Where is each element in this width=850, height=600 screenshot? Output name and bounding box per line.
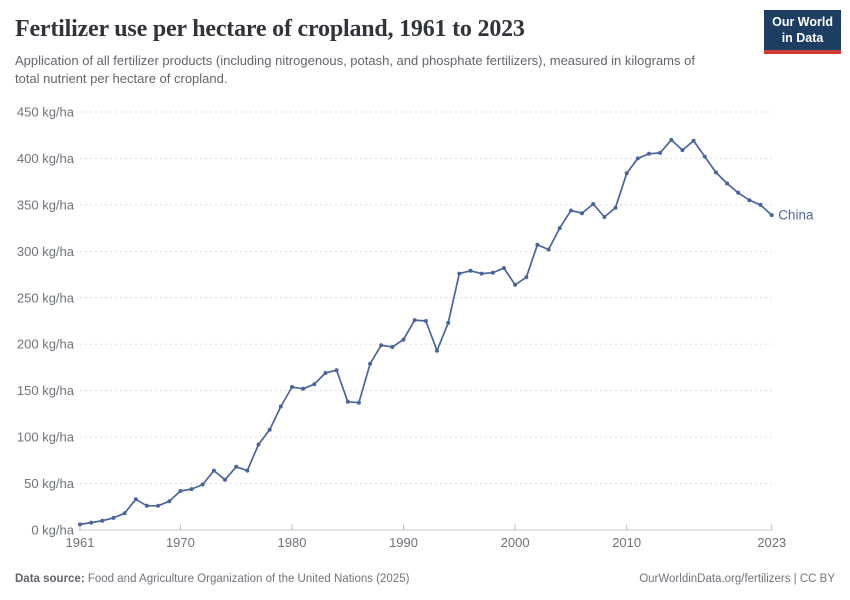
x-axis-label: 1980 — [278, 535, 307, 550]
data-point — [111, 515, 116, 520]
data-point — [290, 385, 294, 389]
data-point — [356, 400, 361, 405]
x-axis-label: 1961 — [66, 535, 95, 550]
data-point — [189, 487, 194, 492]
data-point — [613, 205, 618, 210]
data-point — [144, 503, 149, 508]
data-point — [312, 382, 317, 387]
data-point — [702, 154, 707, 159]
x-axis-label: 2023 — [757, 535, 786, 550]
y-axis-label: 400 kg/ha — [17, 151, 75, 166]
data-point — [401, 337, 406, 342]
chart-header: Fertilizer use per hectare of cropland, … — [0, 0, 850, 89]
data-point — [167, 499, 172, 504]
data-point — [323, 371, 328, 375]
data-point — [568, 208, 573, 213]
y-axis-label: 300 kg/ha — [17, 244, 75, 259]
data-point — [524, 275, 529, 280]
data-point — [535, 242, 540, 247]
page-title: Fertilizer use per hectare of cropland, … — [15, 16, 525, 42]
chart-grid-group: 0 kg/ha 50 kg/ha 100 kg/ha 150 kg/ha 200 kg/… — [17, 105, 772, 538]
chart-subtitle: Application of all fertilizer products (… — [15, 53, 695, 87]
data-point — [234, 464, 239, 469]
data-point — [256, 442, 261, 447]
data-point — [669, 137, 674, 142]
data-point — [479, 271, 484, 276]
data-point — [546, 247, 551, 252]
data-point — [156, 503, 161, 508]
data-point — [513, 282, 518, 287]
data-point — [457, 271, 462, 276]
data-point — [713, 170, 718, 175]
x-axis-label: 2000 — [501, 535, 530, 550]
data-point — [580, 211, 584, 216]
data-point — [412, 318, 417, 323]
series-label-china: China — [778, 208, 814, 223]
data-point — [680, 148, 685, 153]
data-point — [769, 213, 774, 218]
y-axis-label: 350 kg/ha — [17, 197, 75, 212]
data-point — [501, 266, 506, 271]
data-source: Data source: Food and Agriculture Organi… — [15, 573, 409, 585]
chart-series-group — [78, 137, 774, 527]
y-axis-label: 150 kg/ha — [17, 383, 75, 398]
y-axis-label: 100 kg/ha — [17, 430, 75, 445]
x-axis-label: 1990 — [389, 535, 418, 550]
data-point — [379, 343, 384, 348]
data-point — [267, 427, 272, 432]
data-point — [736, 190, 741, 195]
series-line-china — [79, 139, 773, 526]
data-point — [747, 198, 752, 203]
data-point — [245, 468, 250, 473]
chart-footer: Data source: Food and Agriculture Organi… — [15, 573, 835, 585]
data-point — [178, 489, 183, 493]
data-point — [647, 151, 651, 156]
data-point — [89, 520, 94, 525]
data-point — [122, 511, 127, 516]
y-axis-label: 450 kg/ha — [17, 105, 75, 120]
data-point — [200, 482, 205, 487]
owid-logo[interactable]: Our World in Data — [764, 10, 841, 55]
data-point — [557, 226, 562, 231]
data-point — [211, 468, 216, 473]
data-point — [468, 268, 473, 273]
owid-logo-line2: in Data — [781, 30, 824, 45]
data-point — [223, 477, 227, 482]
y-axis-label: 50 kg/ha — [24, 476, 75, 491]
data-point — [758, 202, 763, 207]
owid-logo-line1: Our World — [772, 15, 833, 29]
footer-license-link[interactable]: OurWorldinData.org/fertilizers | CC BY — [639, 573, 835, 585]
data-point — [390, 345, 395, 349]
data-point — [133, 497, 138, 502]
data-source-text: Food and Agriculture Organization of the… — [84, 573, 410, 585]
data-point — [490, 270, 495, 275]
chart-axis-group: 1961 1970 1980 1990 2000 2010 2023 — [66, 524, 786, 550]
data-point — [635, 156, 640, 161]
data-point — [725, 181, 730, 186]
data-point — [435, 348, 439, 353]
data-point — [100, 518, 105, 523]
data-point — [691, 138, 696, 143]
data-point — [278, 404, 283, 409]
data-point — [591, 202, 596, 206]
data-point — [301, 386, 306, 391]
data-point — [602, 215, 607, 219]
y-axis-label: 200 kg/ha — [17, 337, 75, 352]
data-point — [624, 171, 629, 176]
data-point — [78, 522, 82, 527]
data-source-label: Data source: — [15, 573, 85, 585]
x-axis-label: 2010 — [612, 535, 641, 550]
y-axis-label: 0 kg/ha — [31, 523, 74, 538]
data-point — [658, 150, 663, 155]
x-axis-label: 1970 — [166, 535, 195, 550]
data-point — [423, 319, 428, 323]
data-point — [345, 399, 350, 404]
data-point — [368, 361, 373, 366]
data-point — [446, 320, 451, 325]
data-point — [334, 368, 339, 373]
y-axis-label: 250 kg/ha — [17, 290, 75, 305]
